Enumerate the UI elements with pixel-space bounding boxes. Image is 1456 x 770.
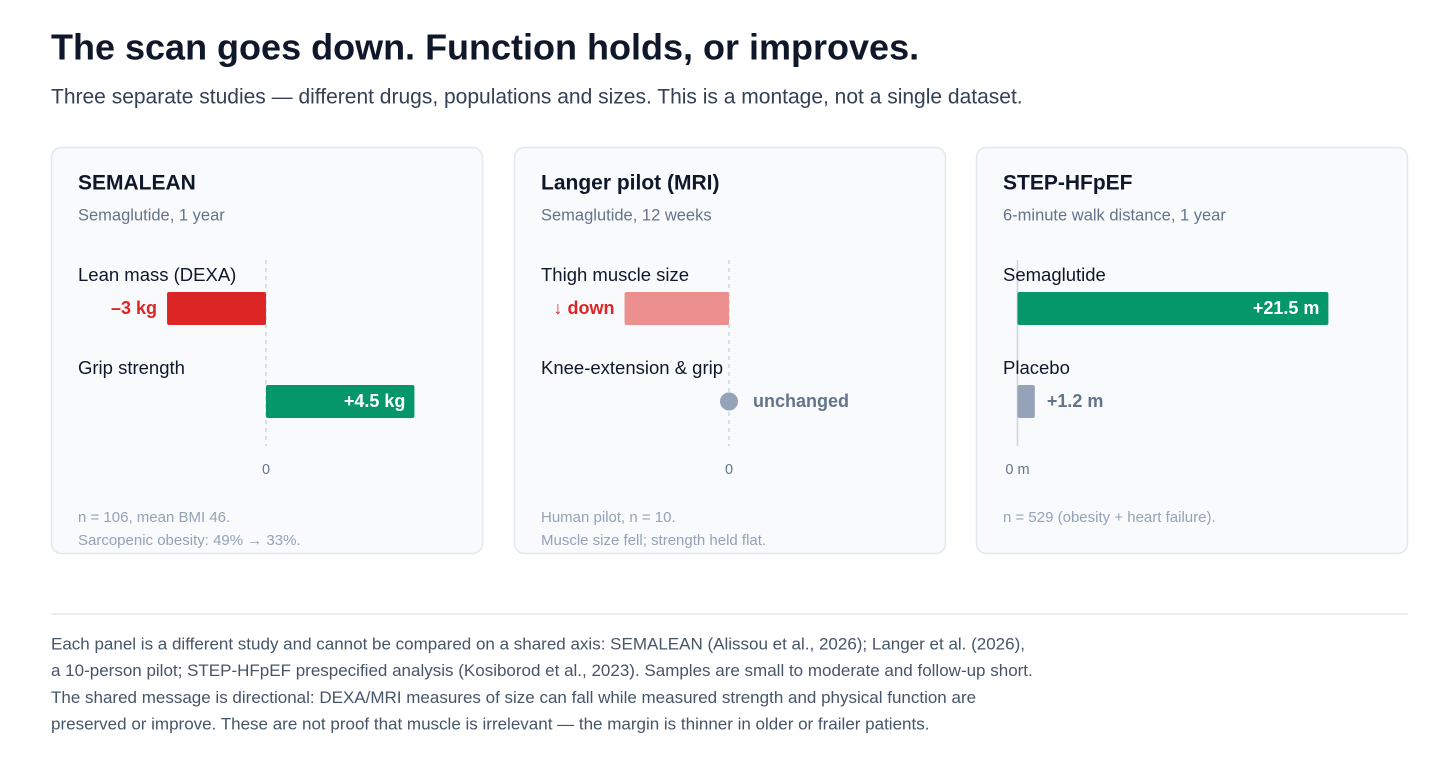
point (720, 392, 738, 411)
value-label: +21.5 m (1253, 298, 1320, 318)
panel-title: SEMALEAN (78, 172, 196, 195)
panel-note: n = 106, mean BMI 46. (78, 509, 230, 526)
footnote-line: The shared message is directional: DEXA/… (51, 688, 976, 707)
bar (266, 385, 415, 418)
bar (167, 292, 266, 325)
panel-note: Sarcopenic obesity: 49% → 33%. (78, 532, 301, 549)
value-label: unchanged (753, 391, 849, 411)
category-label: Grip strength (78, 357, 185, 378)
value-label: ↓ down (554, 298, 615, 318)
category-label: Placebo (1003, 357, 1070, 378)
page-title: The scan goes down. Function holds, or i… (51, 27, 919, 68)
footnote-line: a 10-person pilot; STEP-HFpEF prespecifi… (51, 661, 1033, 680)
panel-title: Langer pilot (MRI) (541, 172, 719, 195)
footnote-line: Each panel is a different study and cann… (51, 634, 1025, 653)
page-subtitle: Three separate studies — different drugs… (51, 86, 1023, 109)
category-label: Thigh muscle size (541, 264, 689, 285)
value-label: +1.2 m (1047, 391, 1104, 411)
panel-note: Muscle size fell; strength held flat. (541, 532, 766, 549)
panel-subtitle: Semaglutide, 12 weeks (541, 206, 712, 224)
footnote-line: preserved or improve. These are not proo… (51, 715, 929, 734)
panel-title: STEP-HFpEF (1003, 172, 1133, 195)
panel-note: n = 529 (obesity + heart failure). (1003, 509, 1216, 526)
value-label: +4.5 kg (344, 391, 406, 411)
panel-subtitle: 6-minute walk distance, 1 year (1003, 206, 1226, 224)
category-label: Lean mass (DEXA) (78, 264, 236, 285)
category-label: Semaglutide (1003, 264, 1106, 285)
panel-note: Human pilot, n = 10. (541, 509, 676, 526)
bar (624, 292, 729, 325)
x-tick-label: 0 m (1005, 462, 1029, 478)
panel-subtitle: Semaglutide, 1 year (78, 206, 225, 224)
panel (975, 146, 1409, 555)
category-label: Knee-extension & grip (541, 357, 723, 378)
value-label: –3 kg (111, 298, 157, 318)
bar (1017, 385, 1035, 418)
panel (50, 146, 484, 555)
bar (1017, 292, 1329, 325)
x-tick-label: 0 (725, 462, 733, 478)
panel (513, 146, 947, 555)
x-tick-label: 0 (262, 462, 270, 478)
